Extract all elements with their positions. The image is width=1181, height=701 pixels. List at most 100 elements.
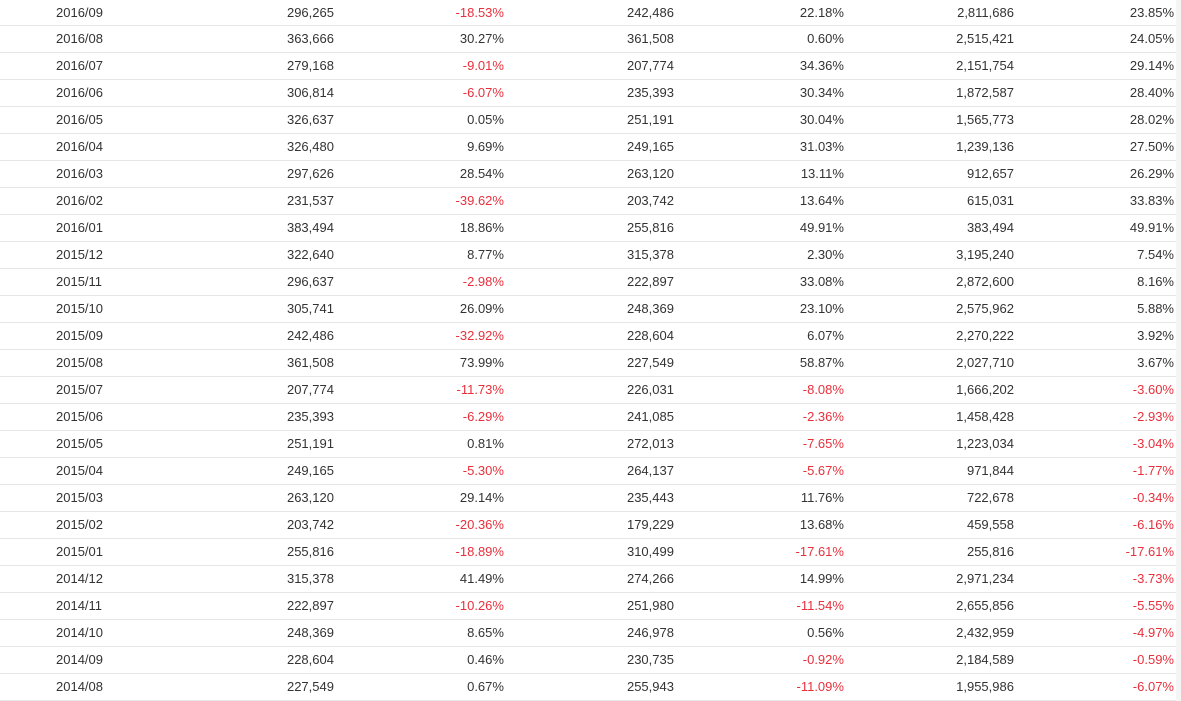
cell-date: 2016/03 [0, 160, 140, 188]
cell-change-a: 26.09% [333, 295, 504, 323]
table-row: 2015/11 296,637 -2.98% 222,897 33.08% 2,872,6… [0, 268, 1181, 296]
cell-cumulative: 1,223,034 [843, 430, 1014, 458]
cell-change-b: 30.04% [673, 106, 844, 134]
cell-change-a: -18.53% [333, 0, 504, 26]
cell-date: 2015/07 [0, 376, 140, 404]
cell-cumulative-change: 8.16% [1013, 268, 1181, 296]
cell-cumulative-change: 3.92% [1013, 322, 1181, 350]
table-row: 2016/02 231,537 -39.62% 203,742 13.64% 615,03… [0, 187, 1181, 215]
cell-value-a: 227,549 [139, 673, 334, 701]
cell-value-a: 306,814 [139, 79, 334, 107]
cell-change-a: 18.86% [333, 214, 504, 242]
cell-change-a: 8.65% [333, 619, 504, 647]
cell-date: 2015/03 [0, 484, 140, 512]
cell-date: 2016/08 [0, 25, 140, 53]
cell-cumulative-change: -1.77% [1013, 457, 1181, 485]
cell-cumulative-change: 24.05% [1013, 25, 1181, 53]
cell-value-b: 272,013 [503, 430, 674, 458]
cell-change-a: 73.99% [333, 349, 504, 377]
cell-change-b: 22.18% [673, 0, 844, 26]
cell-cumulative-change: 26.29% [1013, 160, 1181, 188]
cell-cumulative-change: 23.85% [1013, 0, 1181, 26]
table-row: 2016/09 296,265 -18.53% 242,486 22.18% 2,811,… [0, 0, 1181, 26]
table-row: 2016/08 363,666 30.27% 361,508 0.60% 2,515,42… [0, 25, 1181, 53]
cell-change-b: 0.60% [673, 25, 844, 53]
cell-value-a: 228,604 [139, 646, 334, 674]
cell-value-a: 326,480 [139, 133, 334, 161]
cell-change-b: -11.54% [673, 592, 844, 620]
cell-value-b: 264,137 [503, 457, 674, 485]
cell-change-a: -5.30% [333, 457, 504, 485]
cell-change-a: 9.69% [333, 133, 504, 161]
cell-value-b: 228,604 [503, 322, 674, 350]
cell-cumulative-change: 28.02% [1013, 106, 1181, 134]
cell-change-a: -32.92% [333, 322, 504, 350]
cell-cumulative-change: 3.67% [1013, 349, 1181, 377]
cell-value-b: 315,378 [503, 241, 674, 269]
cell-value-a: 363,666 [139, 25, 334, 53]
cell-cumulative: 2,515,421 [843, 25, 1014, 53]
cell-value-b: 241,085 [503, 403, 674, 431]
cell-change-a: -10.26% [333, 592, 504, 620]
cell-cumulative-change: 33.83% [1013, 187, 1181, 215]
cell-value-b: 274,266 [503, 565, 674, 593]
cell-cumulative: 459,558 [843, 511, 1014, 539]
cell-value-b: 242,486 [503, 0, 674, 26]
cell-change-a: -9.01% [333, 52, 504, 80]
cell-cumulative-change: -0.34% [1013, 484, 1181, 512]
cell-change-b: 11.76% [673, 484, 844, 512]
cell-value-a: 248,369 [139, 619, 334, 647]
cell-change-b: 6.07% [673, 322, 844, 350]
cell-value-b: 263,120 [503, 160, 674, 188]
cell-cumulative-change: 29.14% [1013, 52, 1181, 80]
cell-value-a: 361,508 [139, 349, 334, 377]
cell-change-b: 49.91% [673, 214, 844, 242]
cell-date: 2014/12 [0, 565, 140, 593]
cell-date: 2014/09 [0, 646, 140, 674]
cell-value-a: 305,741 [139, 295, 334, 323]
cell-cumulative: 1,666,202 [843, 376, 1014, 404]
cell-change-b: -11.09% [673, 673, 844, 701]
cell-value-b: 179,229 [503, 511, 674, 539]
cell-cumulative: 2,872,600 [843, 268, 1014, 296]
table-row: 2014/12 315,378 41.49% 274,266 14.99% 2,971,2… [0, 565, 1181, 593]
cell-value-a: 207,774 [139, 376, 334, 404]
cell-change-b: -7.65% [673, 430, 844, 458]
cell-change-b: 13.68% [673, 511, 844, 539]
cell-value-a: 326,637 [139, 106, 334, 134]
cell-cumulative: 1,872,587 [843, 79, 1014, 107]
table-row: 2015/02 203,742 -20.36% 179,229 13.68% 459,55… [0, 511, 1181, 539]
cell-cumulative: 2,270,222 [843, 322, 1014, 350]
cell-cumulative-change: -6.16% [1013, 511, 1181, 539]
cell-value-a: 296,637 [139, 268, 334, 296]
cell-date: 2016/04 [0, 133, 140, 161]
cell-cumulative-change: 7.54% [1013, 241, 1181, 269]
cell-cumulative-change: -0.59% [1013, 646, 1181, 674]
cell-value-b: 246,978 [503, 619, 674, 647]
table-row: 2016/04 326,480 9.69% 249,165 31.03% 1,239,13… [0, 133, 1181, 161]
table-row: 2015/01 255,816 -18.89% 310,499 -17.61% 255,8… [0, 538, 1181, 566]
cell-cumulative: 1,955,986 [843, 673, 1014, 701]
cell-change-a: 0.46% [333, 646, 504, 674]
cell-value-b: 222,897 [503, 268, 674, 296]
cell-change-b: 0.56% [673, 619, 844, 647]
cell-cumulative-change: -3.04% [1013, 430, 1181, 458]
cell-change-b: 33.08% [673, 268, 844, 296]
cell-change-b: 14.99% [673, 565, 844, 593]
cell-cumulative: 912,657 [843, 160, 1014, 188]
table-row: 2015/08 361,508 73.99% 227,549 58.87% 2,027,7… [0, 349, 1181, 377]
cell-cumulative-change: 5.88% [1013, 295, 1181, 323]
cell-date: 2015/06 [0, 403, 140, 431]
cell-value-b: 361,508 [503, 25, 674, 53]
cell-value-a: 231,537 [139, 187, 334, 215]
cell-change-a: -2.98% [333, 268, 504, 296]
scrollbar-track[interactable] [1176, 0, 1181, 701]
table-row: 2014/11 222,897 -10.26% 251,980 -11.54% 2,655… [0, 592, 1181, 620]
cell-value-b: 235,443 [503, 484, 674, 512]
table-row: 2015/09 242,486 -32.92% 228,604 6.07% 2,270,2… [0, 322, 1181, 350]
cell-value-b: 255,943 [503, 673, 674, 701]
cell-change-b: 13.64% [673, 187, 844, 215]
cell-cumulative: 2,151,754 [843, 52, 1014, 80]
